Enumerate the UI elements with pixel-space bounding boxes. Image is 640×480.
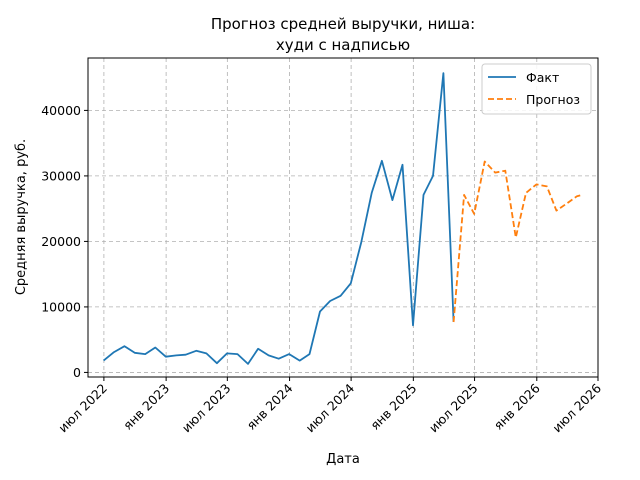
- y-tick-label: 30000: [41, 168, 81, 183]
- y-tick-label: 20000: [41, 234, 81, 249]
- legend: Факт Прогноз: [481, 63, 592, 115]
- x-axis-label: Дата: [326, 452, 360, 467]
- x-axis-ticks: июл 2022 янв 2023 июл 2023 янв 2024 июл 2024…: [55, 377, 604, 435]
- legend-label-fact: Факт: [526, 70, 559, 85]
- legend-label-forecast: Прогноз: [526, 92, 580, 107]
- x-tick-label: июл 2024: [302, 380, 357, 435]
- chart-title-line2: худи с надписью: [276, 36, 410, 54]
- series-line-fact: [103, 72, 455, 365]
- x-tick-label: янв 2025: [367, 381, 419, 433]
- y-tick-label: 0: [73, 365, 81, 380]
- x-tick-label: янв 2023: [120, 381, 172, 433]
- y-axis-ticks: 0 10000 20000 30000 40000: [41, 103, 88, 380]
- x-tick-label: июл 2026: [549, 380, 604, 435]
- x-tick-label: июл 2025: [426, 381, 481, 436]
- plot-frame: [87, 57, 599, 378]
- x-tick-label: июл 2023: [179, 381, 234, 436]
- x-tick-label: июл 2022: [55, 381, 110, 436]
- y-axis-label: Средняя выручка, руб.: [14, 139, 29, 295]
- x-tick-label: янв 2026: [491, 380, 543, 432]
- y-tick-label: 40000: [41, 103, 81, 118]
- chart-title-line1: Прогноз средней выручки, ниша:: [211, 15, 475, 33]
- series-layer: [103, 72, 583, 365]
- x-tick-label: янв 2024: [243, 380, 295, 432]
- grid-lines: [88, 58, 599, 377]
- series-line-forecast: [452, 160, 583, 323]
- y-tick-label: 10000: [41, 299, 81, 314]
